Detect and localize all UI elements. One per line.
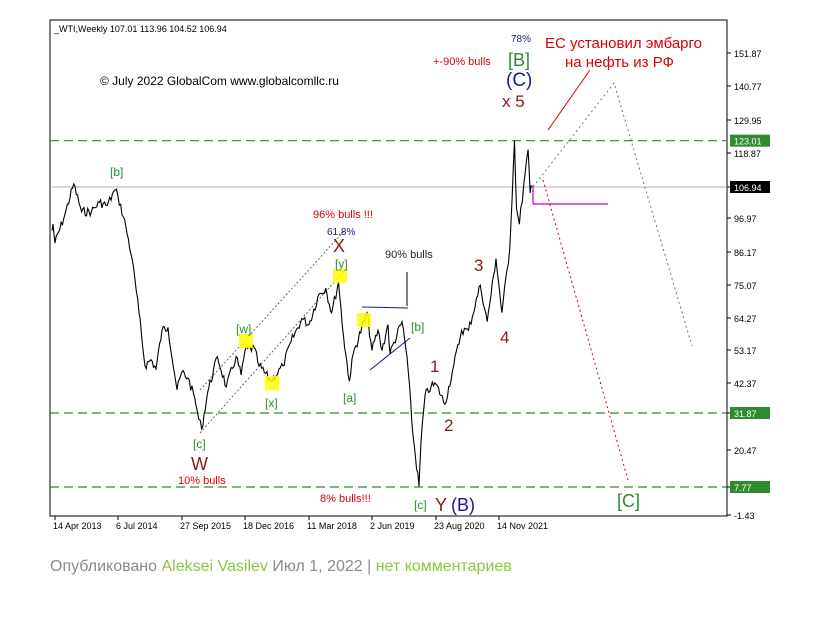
wti-weekly-chart: _WTI,Weekly 107.01 113.96 104.52 106.94 ©… (49, 19, 770, 531)
y-tick-label: -1.43 (734, 511, 755, 521)
wave-label-w4: 4 (500, 328, 509, 347)
symbol-header: _WTI,Weekly 107.01 113.96 104.52 106.94 (53, 24, 227, 34)
projection-red (542, 179, 629, 481)
wave-label-C_paren: (C) (506, 70, 532, 91)
level-label: 31.87 (734, 409, 757, 419)
wave-label-a_2018: [a] (343, 391, 356, 405)
level-label-box (730, 481, 770, 493)
y-tick-label: 42.37 (734, 379, 757, 389)
x-tick-label: 18 Dec 2016 (243, 521, 294, 531)
yellow-marker (265, 376, 279, 390)
x-tick-label: 11 Mar 2018 (307, 521, 357, 531)
wave-label-w3: 3 (474, 256, 483, 275)
triangle-bottom (369, 337, 411, 371)
copyright-notice: © July 2022 GlobalCom www.globalcomllc.r… (100, 74, 339, 88)
channel-lower (199, 269, 346, 434)
y-tick-label: 118.87 (734, 149, 761, 159)
y-tick-label: 96.97 (734, 214, 757, 224)
y-tick-label: 151.87 (734, 49, 762, 59)
x-tick-label: 14 Apr 2013 (53, 521, 102, 531)
byline-date: Июл 1, 2022 | (267, 558, 376, 575)
wave-label-w_2016: [w] (236, 322, 251, 336)
projection-gray (532, 81, 693, 347)
wave-label-fib618: 61.8% (327, 227, 355, 238)
wave-label-c_2016: [c] (193, 437, 206, 451)
wave-label-bulls8: 8% bulls!!! (320, 493, 371, 505)
wave-label-x5: x 5 (502, 92, 525, 111)
y-tick-label: 64.27 (734, 314, 757, 324)
wave-label-w2: 2 (444, 416, 453, 435)
wave-label-w1: 1 (430, 357, 439, 376)
author-link[interactable]: Aleksei Vasilev (161, 558, 268, 575)
post-byline: Опубликовано Aleksei Vasilev Июл 1, 2022… (50, 558, 512, 576)
y-tick-label: 53.17 (734, 346, 757, 356)
x-tick-label: 2 Jun 2019 (370, 521, 415, 531)
x-tick-label: 23 Aug 2020 (434, 521, 485, 531)
wave-label-W: W (191, 454, 208, 474)
wave-label-embargo2: на нефть из РФ (565, 54, 674, 71)
y-tick-label: 129.95 (734, 116, 762, 126)
y-tick-label: 86.17 (734, 248, 757, 258)
chart-svg: _WTI,Weekly 107.01 113.96 104.52 106.94 ©… (49, 19, 770, 531)
level-label-box (730, 407, 770, 419)
wave-label-bulls96: 96% bulls !!! (313, 209, 373, 221)
yellow-marker (357, 313, 371, 327)
x-tick-label: 14 Nov 2021 (497, 521, 548, 531)
triangle-top (361, 306, 409, 309)
wave-label-b_2019: [b] (411, 320, 424, 334)
comments-link[interactable]: нет комментариев (375, 558, 512, 575)
current-price-label: 106.94 (734, 183, 762, 193)
wave-label-x_2017: [x] (265, 396, 278, 410)
level-label-box (730, 134, 770, 147)
yellow-marker (239, 334, 253, 348)
level-label: 123.01 (734, 137, 762, 147)
embargo-pointer (547, 69, 591, 131)
y-tick-label: 140.77 (734, 82, 762, 92)
wave-label-X: X (333, 236, 345, 256)
wave-label-bulls90: 90% bulls (385, 249, 433, 261)
y-tick-label: 20.47 (734, 446, 757, 456)
y-tick-label: 75.07 (734, 281, 757, 291)
wave-label-Y: Y (435, 495, 447, 515)
yellow-marker (333, 269, 347, 283)
wave-label-y_2018: [y] (335, 257, 348, 271)
wave-label-bulls_plus90: +-90% bulls (433, 56, 491, 68)
wave-label-bulls10: 10% bulls (178, 475, 226, 487)
price-line (51, 140, 533, 487)
wave-label-embargo1: ЕС установил эмбарго (545, 35, 702, 52)
wave-label-B_paren: (B) (451, 495, 475, 515)
wave-label-pct78: 78% (511, 34, 531, 45)
level-label: 7.77 (734, 483, 752, 493)
x-tick-label: 6 Jul 2014 (116, 521, 158, 531)
wave-label-C_bracket: [C] (617, 491, 640, 511)
wave-label-c_2020: [c] (414, 498, 427, 512)
x-tick-label: 27 Sep 2015 (180, 521, 231, 531)
wave-label-B_bracket: [B] (508, 50, 530, 70)
plot-frame (49, 19, 728, 517)
wave-label-b_2014: [b] (110, 165, 123, 179)
byline-prefix: Опубликовано (50, 558, 162, 575)
current-price-box (730, 181, 770, 193)
